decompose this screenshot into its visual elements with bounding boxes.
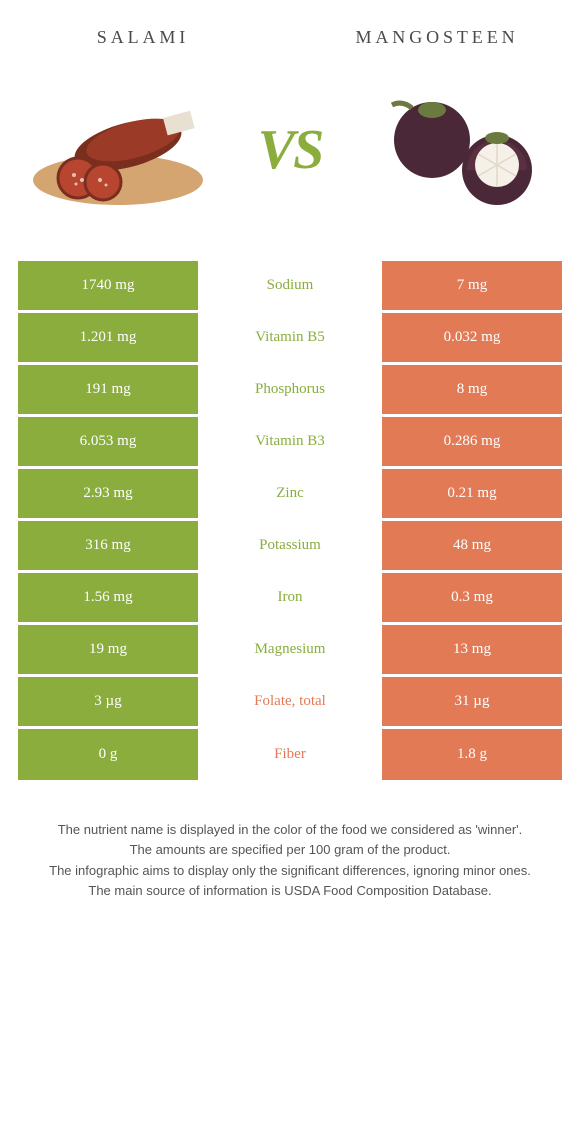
nutrient-left-value: 19 mg: [18, 624, 198, 676]
table-row: 1740 mgSodium7 mg: [18, 260, 562, 312]
nutrient-left-value: 1.201 mg: [18, 312, 198, 364]
nutrient-name: Phosphorus: [198, 364, 382, 416]
nutrient-right-value: 1.8 g: [382, 728, 562, 780]
nutrient-left-value: 316 mg: [18, 520, 198, 572]
salami-image: [18, 80, 218, 220]
nutrient-name: Fiber: [198, 728, 382, 780]
vs-label: VS: [258, 118, 323, 182]
footer-line: The nutrient name is displayed in the co…: [28, 820, 552, 840]
nutrient-right-value: 0.286 mg: [382, 416, 562, 468]
nutrient-left-value: 1740 mg: [18, 260, 198, 312]
nutrient-right-value: 7 mg: [382, 260, 562, 312]
nutrient-right-value: 0.032 mg: [382, 312, 562, 364]
header-row: salami mangosteen: [18, 20, 562, 50]
table-row: 2.93 mgZinc0.21 mg: [18, 468, 562, 520]
images-row: VS: [18, 70, 562, 230]
table-row: 3 µgFolate, total31 µg: [18, 676, 562, 728]
nutrient-right-value: 0.3 mg: [382, 572, 562, 624]
footer-line: The amounts are specified per 100 gram o…: [28, 840, 552, 860]
nutrient-name: Vitamin B5: [198, 312, 382, 364]
nutrient-name: Potassium: [198, 520, 382, 572]
nutrient-name: Vitamin B3: [198, 416, 382, 468]
table-row: 19 mgMagnesium13 mg: [18, 624, 562, 676]
nutrient-right-value: 13 mg: [382, 624, 562, 676]
nutrient-left-value: 6.053 mg: [18, 416, 198, 468]
footer-text: The nutrient name is displayed in the co…: [18, 820, 562, 901]
nutrient-left-value: 2.93 mg: [18, 468, 198, 520]
food-title-right: mangosteen: [312, 20, 562, 50]
table-row: 191 mgPhosphorus8 mg: [18, 364, 562, 416]
nutrient-left-value: 1.56 mg: [18, 572, 198, 624]
nutrient-right-value: 8 mg: [382, 364, 562, 416]
table-row: 0 gFiber1.8 g: [18, 728, 562, 780]
nutrient-right-value: 0.21 mg: [382, 468, 562, 520]
nutrient-name: Sodium: [198, 260, 382, 312]
nutrient-left-value: 0 g: [18, 728, 198, 780]
nutrient-left-value: 191 mg: [18, 364, 198, 416]
footer-line: The infographic aims to display only the…: [28, 861, 552, 881]
table-row: 316 mgPotassium48 mg: [18, 520, 562, 572]
footer-line: The main source of information is USDA F…: [28, 881, 552, 901]
food-title-left: salami: [18, 20, 268, 50]
nutrient-right-value: 48 mg: [382, 520, 562, 572]
table-row: 6.053 mgVitamin B30.286 mg: [18, 416, 562, 468]
mangosteen-image: [362, 80, 562, 220]
nutrient-table: 1740 mgSodium7 mg1.201 mgVitamin B50.032…: [18, 258, 562, 780]
infographic-container: salami mangosteen VS: [0, 0, 580, 922]
nutrient-name: Magnesium: [198, 624, 382, 676]
table-row: 1.56 mgIron0.3 mg: [18, 572, 562, 624]
nutrient-name: Iron: [198, 572, 382, 624]
table-row: 1.201 mgVitamin B50.032 mg: [18, 312, 562, 364]
nutrient-left-value: 3 µg: [18, 676, 198, 728]
nutrient-right-value: 31 µg: [382, 676, 562, 728]
nutrient-name: Folate, total: [198, 676, 382, 728]
nutrient-name: Zinc: [198, 468, 382, 520]
